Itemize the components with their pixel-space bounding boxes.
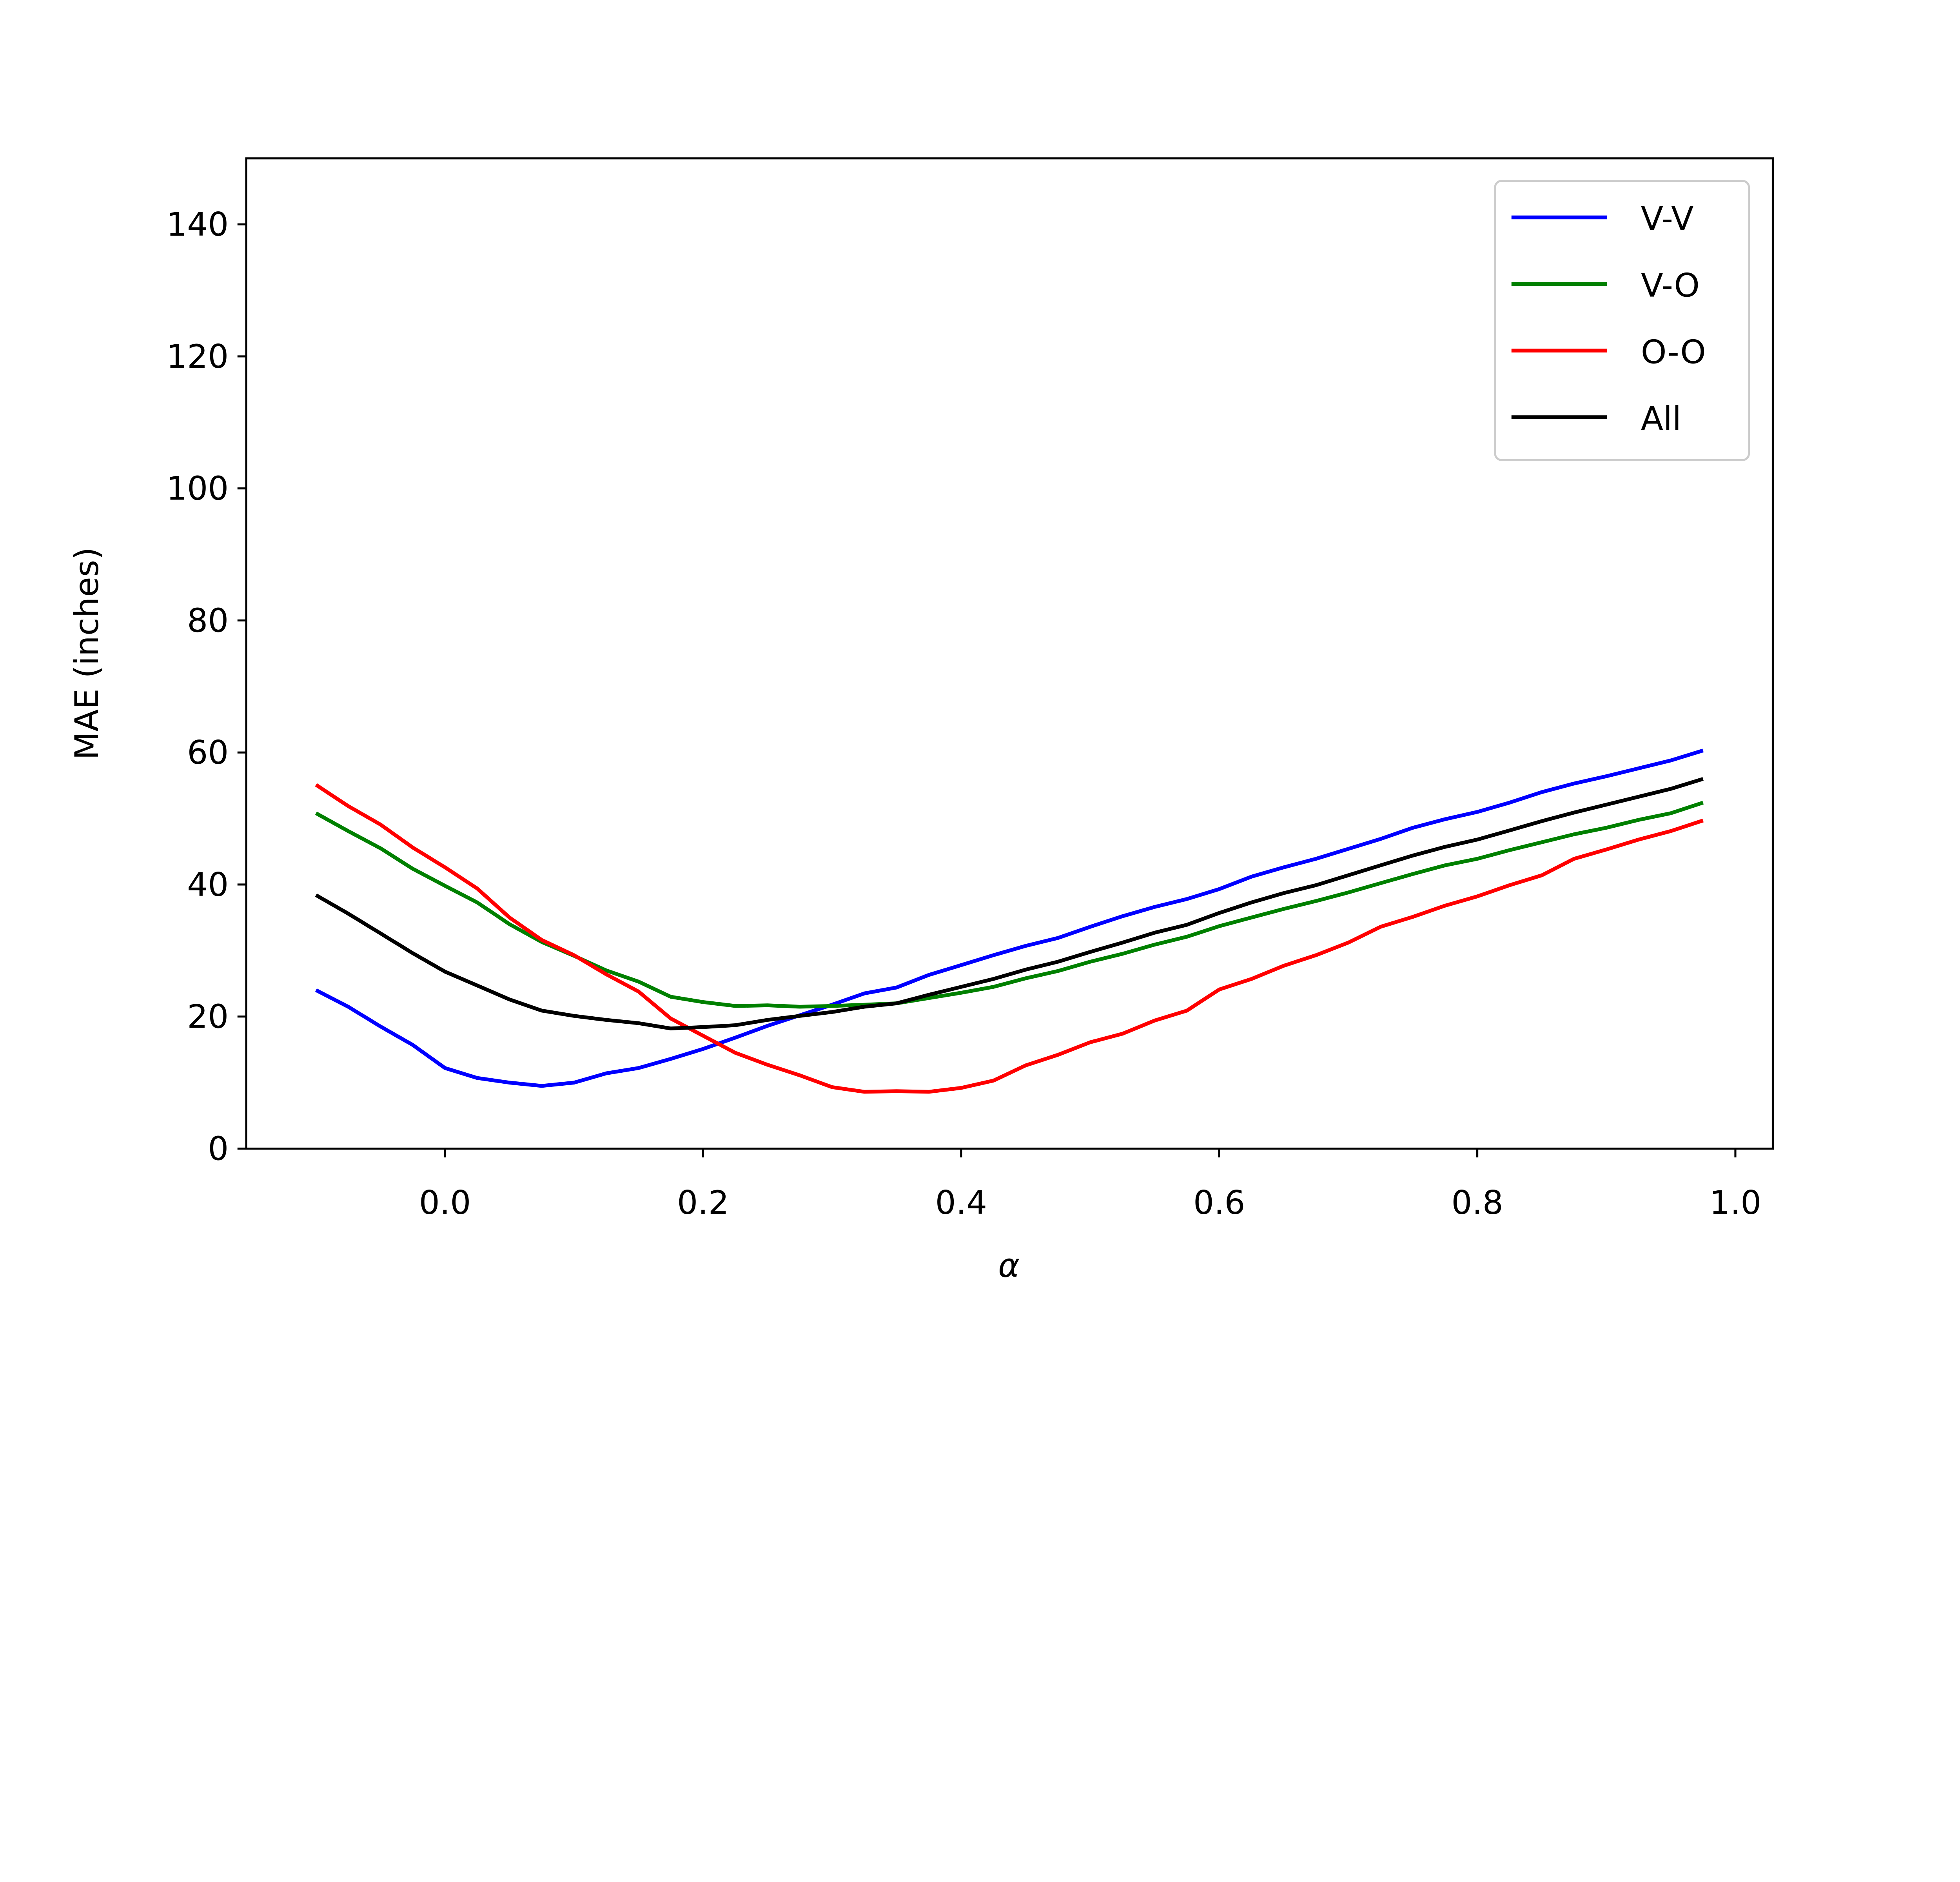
legend-label: All: [1641, 400, 1681, 438]
x-axis-label: α: [998, 1246, 1020, 1284]
plot-area: [315, 748, 1704, 1094]
x-tick-label: 0.4: [935, 1184, 987, 1222]
y-tick-label: 80: [187, 601, 229, 639]
x-tick-label: 1.0: [1710, 1184, 1762, 1222]
x-tick-label: 0.0: [419, 1184, 471, 1222]
x-tick-label: 0.6: [1193, 1184, 1245, 1222]
x-tick-label: 0.2: [677, 1184, 729, 1222]
y-axis-label: MAE (inches): [68, 547, 106, 760]
y-axis: 0 20 40 60 80 100 120 140: [166, 205, 247, 1168]
y-tick-label: 20: [187, 998, 229, 1036]
y-tick-label: 0: [208, 1130, 229, 1168]
axes-frame: [245, 157, 1774, 1150]
legend-label: V-V: [1641, 200, 1693, 238]
series-line-all: [315, 777, 1704, 1030]
series-line-o-o: [315, 783, 1704, 1094]
y-tick-label: 140: [166, 205, 229, 243]
y-tick-label: 40: [187, 866, 229, 904]
y-tick-label: 60: [187, 734, 229, 772]
series-line-v-v: [315, 748, 1704, 1088]
y-tick-label: 120: [166, 338, 229, 376]
x-tick-label: 0.8: [1451, 1184, 1503, 1222]
y-tick-label: 100: [166, 470, 229, 508]
x-axis: 0.0 0.2 0.4 0.6 0.8 1.0: [419, 1148, 1761, 1222]
legend-frame: [1494, 180, 1750, 461]
legend: V-V V-O O-O All: [1494, 180, 1750, 461]
legend-label: V-O: [1641, 266, 1700, 304]
legend-label: O-O: [1641, 333, 1706, 371]
